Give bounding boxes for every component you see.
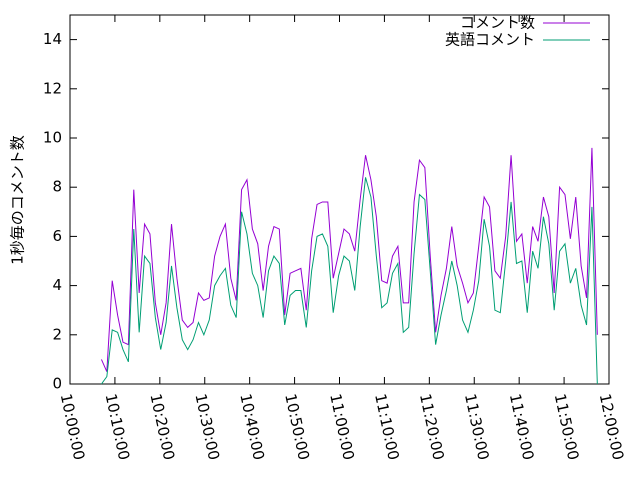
legend-label: コメント数 — [460, 14, 535, 32]
line-series — [100, 147, 598, 372]
x-tick-label: 10:20:00 — [147, 392, 179, 462]
y-tick-label: 10 — [43, 129, 62, 147]
x-tick-label: 10:40:00 — [236, 392, 268, 462]
y-tick-label: 12 — [43, 79, 62, 97]
x-tick-label: 11:10:00 — [371, 392, 403, 462]
y-tick-label: 4 — [52, 276, 62, 294]
x-tick-label: 11:50:00 — [551, 392, 583, 462]
x-tick-label: 11:00:00 — [326, 392, 358, 462]
plot-frame — [69, 14, 610, 385]
y-tick-label: 0 — [52, 375, 62, 393]
y-tick-label: 14 — [43, 30, 62, 48]
x-tick-label: 10:50:00 — [281, 392, 313, 462]
y-tick-label: 8 — [52, 178, 62, 196]
x-tick-label: 12:00:00 — [596, 392, 628, 462]
x-tick-label: 10:30:00 — [191, 392, 223, 462]
line-series — [101, 177, 598, 385]
x-tick-label: 11:40:00 — [506, 392, 538, 462]
x-tick-label: 10:00:00 — [57, 392, 89, 462]
x-tick-label: 11:30:00 — [461, 392, 493, 462]
y-tick-label: 2 — [52, 325, 62, 343]
y-axis-label: 1秒毎のコメント数 — [9, 135, 27, 265]
legend-label: 英語コメント — [445, 31, 535, 49]
x-tick-label: 10:10:00 — [102, 392, 134, 462]
y-tick-label: 6 — [52, 227, 62, 245]
x-tick-label: 11:20:00 — [416, 392, 448, 462]
